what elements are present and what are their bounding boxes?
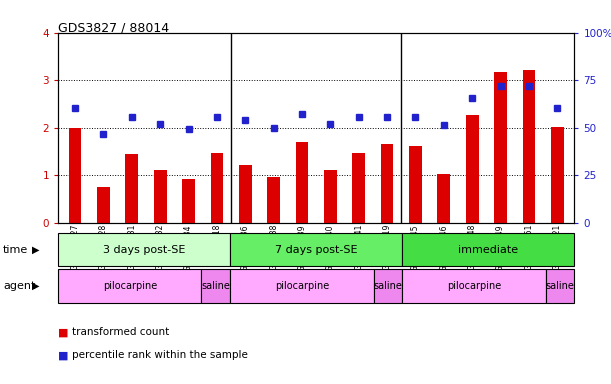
Text: 3 days post-SE: 3 days post-SE <box>103 245 185 255</box>
Bar <box>267 177 280 223</box>
Bar <box>409 146 422 223</box>
Text: ■: ■ <box>58 327 68 337</box>
Text: immediate: immediate <box>458 245 518 255</box>
Bar <box>551 127 564 223</box>
Text: pilocarpine: pilocarpine <box>103 281 157 291</box>
Text: 7 days post-SE: 7 days post-SE <box>275 245 357 255</box>
FancyBboxPatch shape <box>58 233 230 266</box>
Bar <box>324 170 337 223</box>
FancyBboxPatch shape <box>202 270 230 303</box>
Bar <box>522 70 535 223</box>
Bar <box>97 187 110 223</box>
Text: agent: agent <box>3 281 35 291</box>
FancyBboxPatch shape <box>373 270 402 303</box>
Text: ▶: ▶ <box>32 245 39 255</box>
Bar <box>125 154 138 223</box>
FancyBboxPatch shape <box>402 233 574 266</box>
Bar <box>239 165 252 223</box>
Text: saline: saline <box>546 281 574 291</box>
Text: ■: ■ <box>58 350 68 360</box>
FancyBboxPatch shape <box>402 270 546 303</box>
Bar <box>381 144 393 223</box>
Bar <box>211 153 223 223</box>
Bar <box>353 153 365 223</box>
Text: GDS3827 / 88014: GDS3827 / 88014 <box>58 21 169 34</box>
Text: saline: saline <box>202 281 230 291</box>
Bar <box>182 179 195 223</box>
Text: ▶: ▶ <box>32 281 39 291</box>
FancyBboxPatch shape <box>230 233 402 266</box>
Text: time: time <box>3 245 28 255</box>
Bar <box>296 142 309 223</box>
Bar <box>437 174 450 223</box>
Bar <box>494 71 507 223</box>
Bar <box>68 127 81 223</box>
Text: transformed count: transformed count <box>72 327 169 337</box>
Text: pilocarpine: pilocarpine <box>275 281 329 291</box>
Bar <box>466 115 478 223</box>
FancyBboxPatch shape <box>58 270 202 303</box>
Text: saline: saline <box>373 281 402 291</box>
Text: percentile rank within the sample: percentile rank within the sample <box>72 350 248 360</box>
FancyBboxPatch shape <box>230 270 373 303</box>
Text: pilocarpine: pilocarpine <box>447 281 501 291</box>
Bar <box>154 170 167 223</box>
FancyBboxPatch shape <box>546 270 574 303</box>
